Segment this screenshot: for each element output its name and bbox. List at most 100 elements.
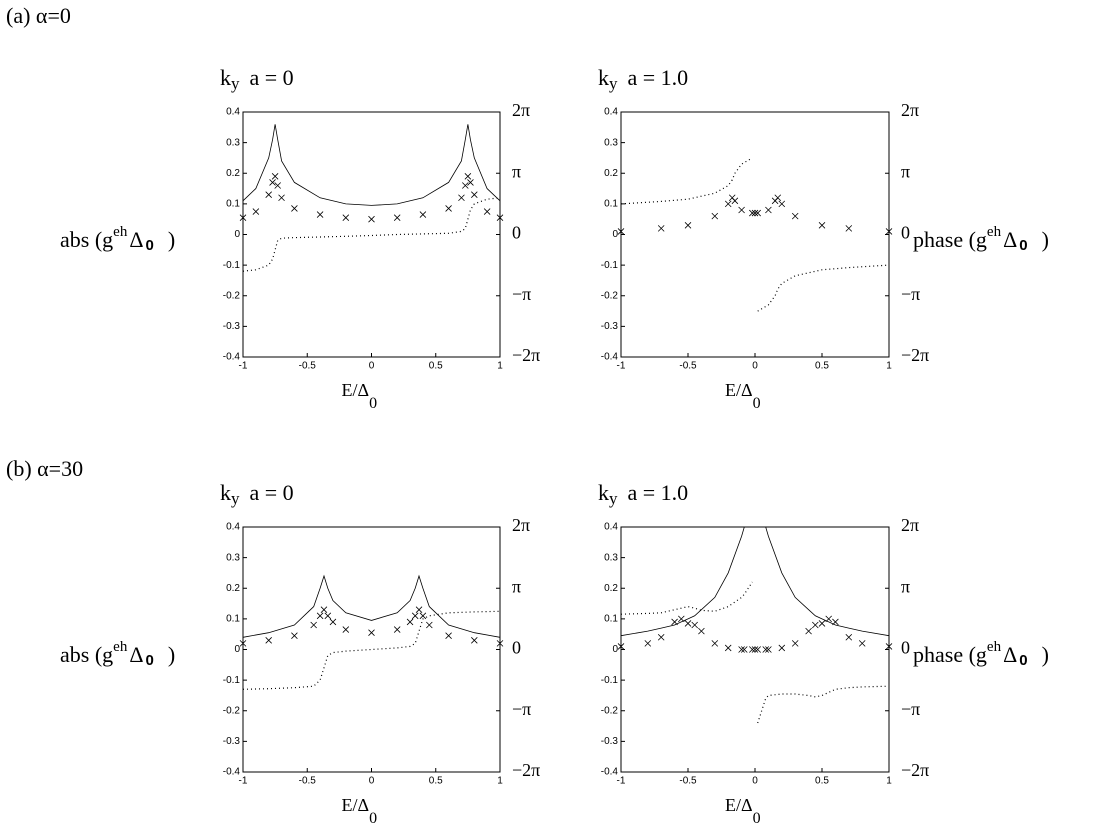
line — [242, 124, 501, 206]
title-part: a = 0 — [250, 65, 294, 90]
x-marker — [239, 640, 247, 647]
row-label: (b) α=30 — [6, 456, 83, 481]
title-part: a = 1.0 — [628, 65, 689, 90]
x-marker — [657, 633, 665, 641]
x-label-part: E/Δ — [725, 795, 753, 815]
y-tick-label: 0.1 — [604, 614, 618, 625]
y-axis-label: abs (gehΔ 0) — [60, 224, 175, 254]
y2-tick-label: π — [512, 161, 521, 181]
plot-frame — [242, 526, 501, 773]
x-label-sub: 0 — [369, 810, 377, 827]
x-marker — [496, 214, 504, 221]
y2-tick-label: −2π — [901, 345, 929, 365]
title-part: a = 0 — [250, 480, 294, 505]
x-axis-label: E/Δ0 — [342, 795, 378, 827]
dotted-line — [242, 610, 501, 690]
y-tick-label: 0.1 — [226, 614, 240, 625]
x-marker — [458, 194, 465, 202]
x-label-part: E/Δ — [342, 795, 370, 815]
x-marker — [778, 200, 786, 208]
x-marker — [342, 214, 350, 221]
plot-frame — [620, 111, 890, 358]
x-marker — [754, 646, 761, 653]
line — [242, 574, 501, 638]
y-tick-label: 0.3 — [604, 137, 618, 148]
x-marker — [316, 612, 324, 620]
y2-tick-label: −π — [901, 284, 920, 304]
x-marker — [462, 182, 469, 189]
x-marker — [415, 606, 423, 613]
x-marker — [471, 191, 478, 198]
y2-axis-label-sup: eh — [987, 224, 1002, 240]
x-marker — [845, 225, 853, 232]
x-marker — [805, 627, 812, 635]
y-axis-label-part: ) — [168, 227, 175, 252]
y-axis-label-sup: eh — [113, 224, 128, 240]
x-marker — [684, 620, 692, 627]
y-tick-label: 0.4 — [226, 522, 240, 533]
x-marker — [445, 632, 452, 640]
y2-tick-label: 0 — [901, 638, 910, 658]
x-marker — [252, 208, 260, 215]
x-marker — [471, 637, 478, 644]
x-tick-label: 0.5 — [815, 776, 829, 787]
y2-axis-label: phase (gehΔ 0) — [913, 224, 1049, 254]
x-axis-label: E/Δ0 — [725, 380, 761, 412]
x-marker — [342, 626, 350, 633]
y-tick-label: -0.1 — [601, 675, 619, 686]
x-marker — [754, 209, 761, 217]
x-marker — [617, 643, 625, 650]
y2-tick-label: π — [901, 576, 910, 596]
y2-tick-label: 2π — [901, 100, 919, 120]
x-marker — [368, 629, 375, 636]
x-label-sub: 0 — [753, 810, 761, 827]
x-marker — [269, 179, 276, 186]
y2-axis-label: phase (gehΔ 0) — [913, 639, 1049, 669]
y-tick-label: 0.1 — [226, 199, 240, 210]
x-tick-label: -0.5 — [299, 776, 317, 787]
x-marker — [657, 225, 665, 232]
x-marker — [445, 205, 452, 212]
y2-tick-label: π — [512, 576, 521, 596]
x-tick-label: -0.5 — [679, 776, 697, 787]
title-part: k — [220, 65, 231, 90]
x-marker — [419, 612, 427, 620]
y-tick-label: -0.4 — [601, 352, 619, 363]
x-marker — [393, 626, 401, 633]
y-tick-label: -0.1 — [223, 675, 241, 686]
x-tick-label: -1 — [617, 776, 626, 787]
x-marker — [368, 215, 375, 223]
y2-axis-label-sub: 0 — [1019, 652, 1027, 669]
x-marker — [320, 606, 328, 613]
x-tick-label: -1 — [617, 361, 626, 372]
x-marker — [426, 621, 433, 629]
y-axis-label-sup: eh — [113, 639, 128, 655]
x-marker — [749, 646, 756, 653]
x-marker — [825, 615, 832, 623]
x-marker — [698, 627, 705, 635]
x-marker — [406, 618, 414, 626]
x-marker — [411, 612, 419, 620]
panel-title: ky a = 1.0 — [598, 480, 688, 508]
x-marker — [774, 194, 782, 202]
x-marker — [291, 632, 298, 640]
y-tick-label: 0.3 — [226, 552, 240, 563]
x-tick-label: 1 — [886, 361, 892, 372]
x-tick-label: 0 — [369, 776, 375, 787]
y-tick-label: 0 — [234, 229, 240, 240]
x-marker — [265, 637, 272, 644]
y-tick-label: -0.4 — [601, 767, 619, 778]
x-marker — [724, 200, 732, 208]
x-marker — [671, 618, 678, 626]
x-marker — [265, 191, 272, 198]
x-marker — [291, 205, 298, 212]
x-tick-label: 1 — [497, 776, 503, 787]
y-tick-label: 0.4 — [604, 522, 618, 533]
x-marker — [738, 206, 745, 214]
title-part: k — [598, 65, 609, 90]
x-marker — [845, 633, 853, 641]
x-label-part: E/Δ — [725, 380, 753, 400]
y2-tick-label: 2π — [512, 515, 530, 535]
x-marker — [329, 618, 337, 626]
y-axis-label-part: ) — [168, 642, 175, 667]
